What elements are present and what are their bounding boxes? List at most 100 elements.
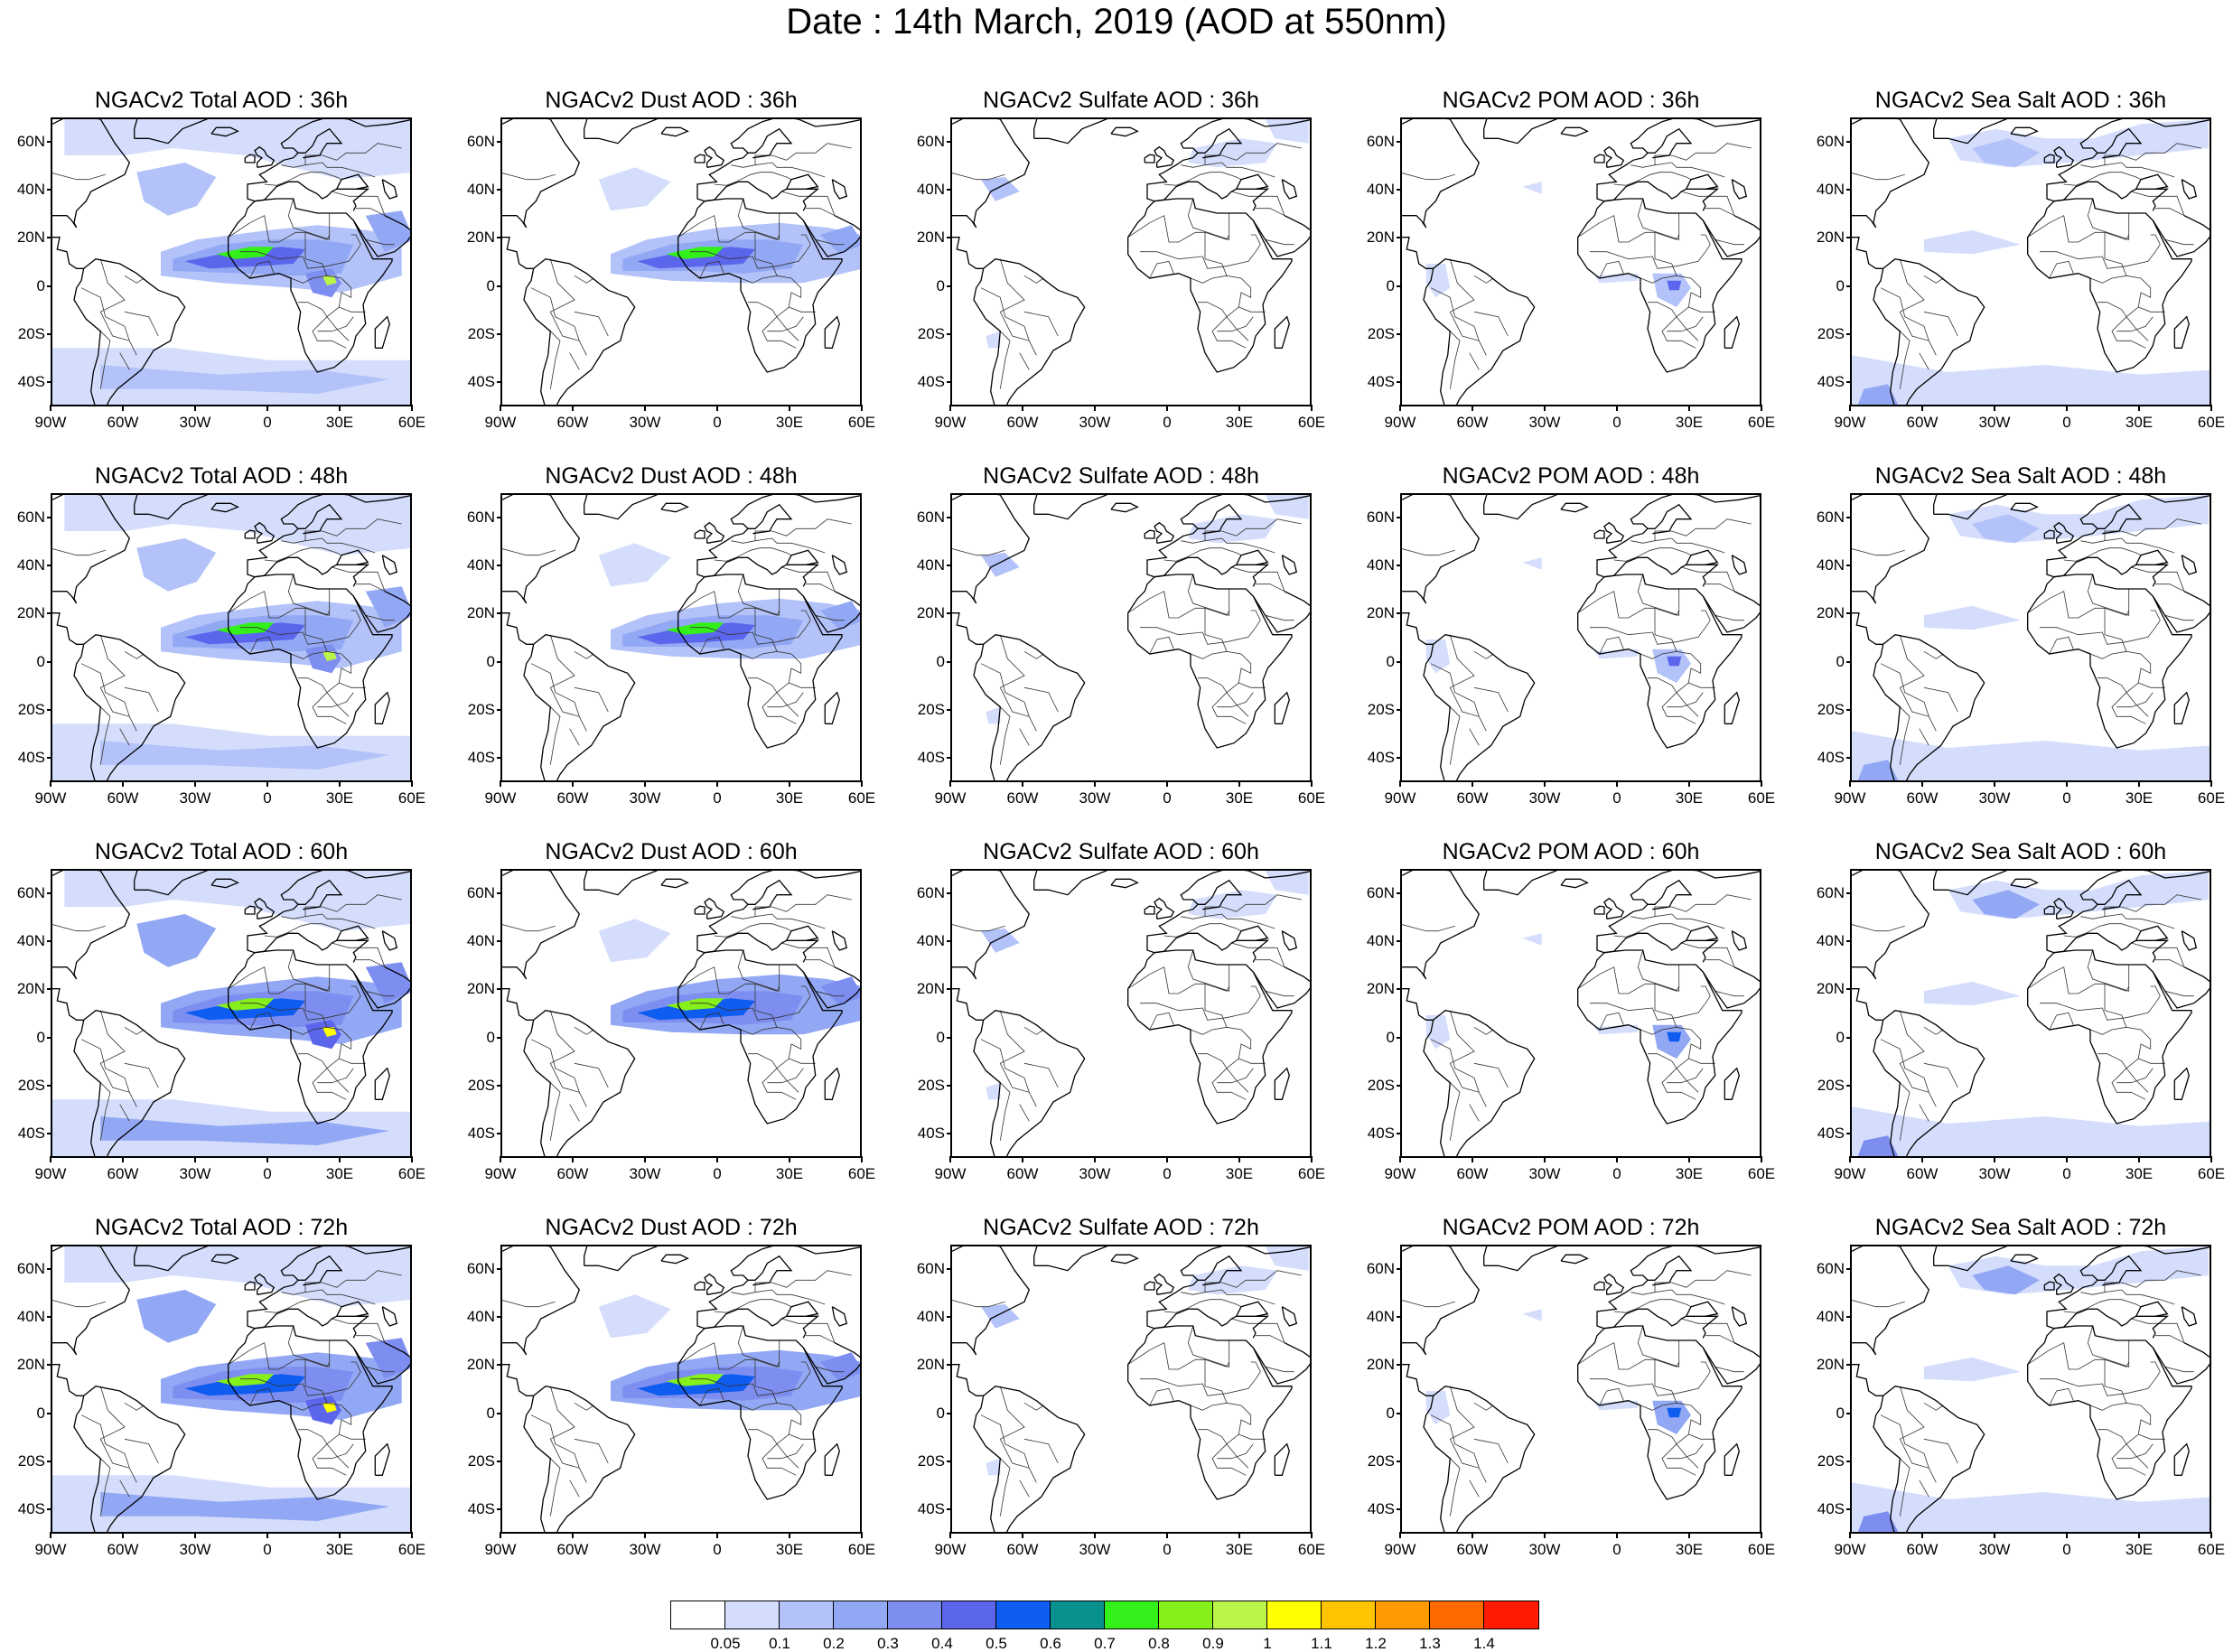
country-border xyxy=(2164,1366,2194,1373)
coastline xyxy=(2173,691,2190,724)
lat-tick xyxy=(47,1267,52,1270)
country-border xyxy=(1204,1270,1302,1293)
country-border xyxy=(249,636,275,655)
coastline xyxy=(824,1442,840,1476)
lat-tick-label: 60N xyxy=(16,508,45,526)
lat-tick-label: 20N xyxy=(466,604,495,622)
map-canvas xyxy=(952,871,1310,1156)
country-border xyxy=(1599,1012,1624,1031)
map-frame xyxy=(51,869,412,1158)
country-border xyxy=(1599,260,1624,279)
lat-tick xyxy=(1846,660,1852,663)
country-border xyxy=(1654,1270,1752,1293)
lon-tick xyxy=(1311,405,1313,411)
country-border xyxy=(317,1068,354,1084)
lon-tick-label: 60E xyxy=(847,1541,876,1558)
lat-tick xyxy=(1846,1508,1852,1511)
lat-tick-label: 40N xyxy=(466,181,495,198)
country-border xyxy=(549,331,561,389)
lat-tick-label: 20S xyxy=(467,701,495,718)
map-panel: NGACv2 Sulfate AOD : 36h 60N 40N 20N 0 20S 40S… xyxy=(900,87,1342,457)
lat-tick-label: 20S xyxy=(1817,701,1845,718)
lon-tick-label: 30E xyxy=(1225,1165,1254,1182)
lon-tick-label: 60E xyxy=(2197,1165,2226,1182)
lon-tick xyxy=(122,1532,124,1538)
coastline xyxy=(2098,1255,2143,1286)
coastline xyxy=(2181,930,2198,951)
lat-tick xyxy=(1397,1508,1402,1511)
coastline xyxy=(210,878,239,889)
map-frame xyxy=(1850,493,2211,782)
lat-tick xyxy=(497,1085,502,1087)
country-border xyxy=(1919,1479,1929,1498)
colorbar-swatch xyxy=(1484,1601,1538,1629)
lat-tick-label: 20N xyxy=(466,229,495,247)
lat-tick xyxy=(1397,285,1402,287)
country-border xyxy=(80,663,130,717)
coastline xyxy=(1593,529,1605,539)
map-panel: NGACv2 Sea Salt AOD : 72h 60N 40N 20N 0 20S 40… xyxy=(1799,1214,2233,1584)
aod-field xyxy=(598,919,671,963)
coastline xyxy=(1577,871,1760,1125)
country-border xyxy=(1023,686,1059,713)
country-border xyxy=(1899,706,1911,765)
country-border xyxy=(1852,173,1905,181)
country-border xyxy=(1681,942,1735,967)
lon-tick-label: 90W xyxy=(484,414,517,431)
coastline xyxy=(660,1254,689,1265)
lon-tick-label: 30E xyxy=(1225,1541,1254,1558)
country-border xyxy=(502,1300,556,1308)
colorbar-label: 1.1 xyxy=(1311,1635,1332,1652)
map-panel: NGACv2 Dust AOD : 48h 60N 40N 20N 0 20S 40S 90W… xyxy=(450,462,892,833)
country-border xyxy=(815,614,845,621)
country-border xyxy=(240,620,361,645)
lon-tick-label: 60W xyxy=(1906,1541,1939,1558)
country-border xyxy=(2027,215,2130,243)
lat-tick-label: 0 xyxy=(1836,276,1845,294)
country-border xyxy=(1630,537,1725,554)
country-border xyxy=(2126,316,2149,341)
lon-tick xyxy=(1849,1156,1851,1162)
coastline xyxy=(1127,495,1310,749)
country-border xyxy=(240,1371,361,1396)
lon-tick-label: 60E xyxy=(1297,789,1326,807)
coastline xyxy=(1252,591,1310,633)
lon-tick xyxy=(1022,1532,1023,1538)
coastline xyxy=(748,879,793,910)
coastline xyxy=(1724,691,1740,724)
lon-tick xyxy=(2210,405,2212,411)
lon-tick xyxy=(1688,780,1690,787)
colorbar-swatch xyxy=(1376,1601,1430,1629)
lon-tick-label: 0 xyxy=(263,1541,272,1558)
coastline xyxy=(2152,966,2210,1009)
country-border xyxy=(714,1299,792,1313)
lon-tick-label: 60W xyxy=(1006,1165,1039,1182)
lon-tick-label: 60E xyxy=(1297,414,1326,431)
lat-tick-label: 20N xyxy=(916,1356,945,1374)
coastline xyxy=(1560,126,1589,137)
lon-tick xyxy=(1022,405,1023,411)
map-canvas xyxy=(52,1246,410,1532)
lon-tick xyxy=(411,1156,413,1162)
aod-field xyxy=(1188,1265,1277,1295)
coastline xyxy=(1144,905,1155,915)
country-border xyxy=(1019,1479,1030,1498)
lat-tick-label: 20S xyxy=(1367,325,1395,342)
aod-field xyxy=(1924,605,2021,630)
panel-title: NGACv2 POM AOD : 36h xyxy=(1442,88,1700,113)
map-frame xyxy=(950,493,1312,782)
lat-tick xyxy=(1846,1267,1852,1270)
country-border xyxy=(1231,1318,1285,1343)
lat-tick xyxy=(1846,1412,1852,1414)
lat-tick-label: 0 xyxy=(486,276,495,294)
country-border xyxy=(317,692,354,708)
lat-tick-label: 40S xyxy=(17,749,45,767)
country-border xyxy=(2089,275,2152,349)
coastline xyxy=(244,154,256,163)
coastline xyxy=(298,127,343,159)
lon-tick-label: 60W xyxy=(107,1541,139,1558)
lat-tick xyxy=(497,516,502,518)
coastline xyxy=(2173,1442,2190,1476)
country-border xyxy=(1654,984,1677,1028)
lat-tick xyxy=(1846,757,1852,760)
